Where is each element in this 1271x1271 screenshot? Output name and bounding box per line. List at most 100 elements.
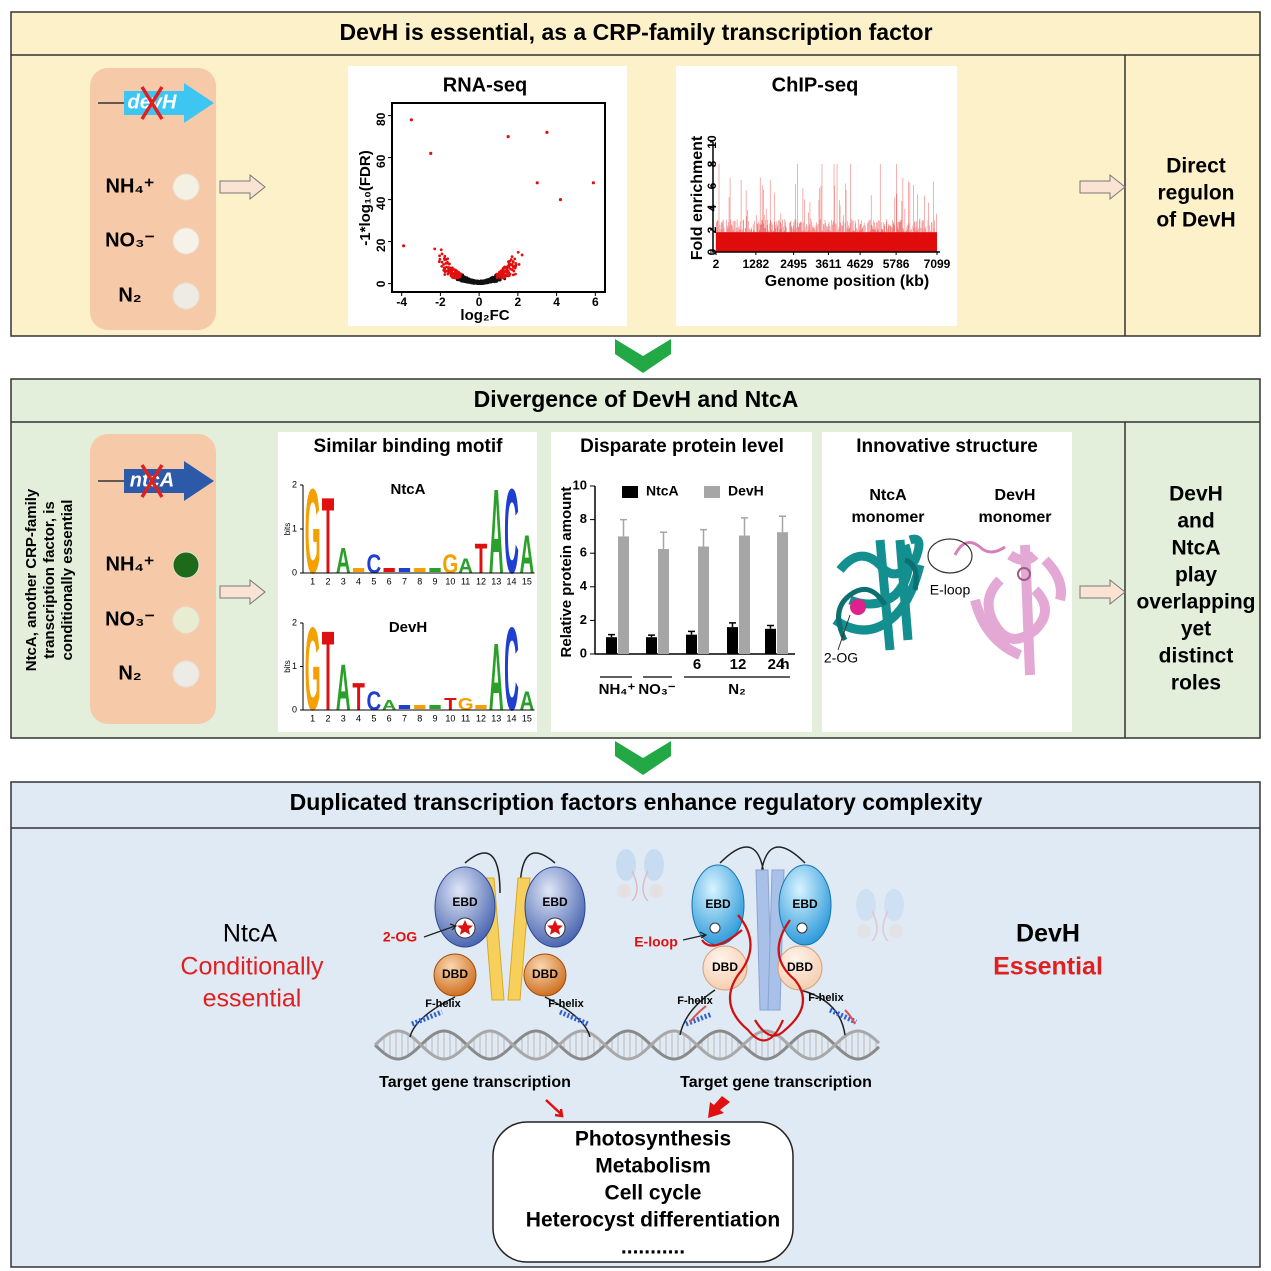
decor-point — [489, 279, 493, 283]
error-bar — [620, 518, 627, 537]
bar — [765, 628, 776, 654]
arrow — [1079, 578, 1126, 606]
decor-point — [465, 276, 469, 280]
decor-point — [498, 274, 501, 278]
side-text: conditionally essential — [59, 500, 76, 661]
x-tick-label: 7099 — [924, 257, 951, 271]
legend-label: DevH — [728, 483, 764, 499]
decor-point — [433, 247, 437, 251]
decor-point — [494, 278, 498, 282]
logo-letter: T — [322, 608, 334, 735]
logo-letter: T — [322, 474, 334, 596]
x-tick-label: 3611 — [815, 257, 841, 271]
group-label: N₂ — [728, 681, 746, 698]
y-tick-label: 10 — [705, 135, 719, 149]
decor-point — [535, 181, 539, 185]
tf-status: essential — [203, 985, 302, 1013]
logo-letter: T — [352, 675, 365, 719]
decor-point — [507, 271, 510, 274]
decor-point — [438, 254, 441, 258]
decor-point — [517, 262, 521, 266]
decor-point — [510, 255, 514, 259]
structure-ribbon — [836, 557, 919, 642]
logo-letter: C — [504, 604, 519, 736]
ebd-domain — [778, 864, 832, 946]
arrow — [1079, 173, 1126, 201]
decor-point — [459, 272, 463, 276]
error-bar — [779, 515, 786, 533]
logo-letter: C — [366, 686, 381, 716]
domain-label: EBD — [452, 895, 478, 909]
bar — [658, 549, 669, 654]
ghost-domain — [649, 884, 663, 898]
decor-point — [481, 279, 484, 283]
decor-point — [512, 264, 516, 268]
decor-stack — [352, 568, 365, 572]
outcome: Cell cycle — [605, 1182, 702, 1205]
decor-point — [514, 272, 517, 276]
pointer — [837, 614, 851, 651]
x-tick-label: 6 — [592, 295, 599, 309]
decor-point — [509, 267, 513, 271]
decor-point — [442, 263, 446, 266]
y-tick-label: 1 — [292, 523, 297, 533]
condition: N₂ — [118, 284, 141, 306]
decor-point — [501, 266, 505, 270]
y-axis-label: bits — [283, 660, 292, 672]
group-label: NO₃⁻ — [638, 681, 675, 698]
position-label: 10 — [445, 713, 455, 723]
outcome-box — [492, 1121, 794, 1263]
position-label: 14 — [507, 713, 517, 723]
plot-frame — [391, 102, 606, 293]
position-label: 2 — [325, 576, 330, 586]
position-label: 10 — [445, 576, 455, 586]
decor-point — [506, 135, 510, 139]
pointer — [682, 931, 708, 941]
y-tick-label: 0 — [292, 704, 297, 714]
logo-name: DevH — [389, 619, 427, 636]
helix-label: F-helix — [425, 998, 461, 1010]
decor-point — [514, 262, 518, 265]
side-text: transcription factor, is — [41, 501, 58, 659]
logo-letter: A — [489, 624, 504, 730]
ghost-loop — [871, 910, 889, 942]
monomer-label: monomer — [979, 509, 1052, 526]
decor-point — [439, 248, 443, 252]
position-label: 7 — [402, 576, 407, 586]
bar — [646, 637, 657, 654]
y-tick-label: 4 — [580, 578, 588, 593]
x-tick-label: 24 — [768, 656, 785, 673]
decor-point — [511, 260, 515, 264]
decor-point — [511, 273, 515, 277]
loop-label: E-loop — [634, 934, 678, 950]
decor-point — [507, 274, 511, 277]
structure-ribbon — [953, 541, 1006, 556]
bar — [698, 546, 709, 654]
logo-letter: G — [458, 695, 474, 715]
condition: NH₄⁺ — [106, 553, 155, 575]
knockout-x — [140, 464, 164, 498]
colony — [172, 227, 200, 255]
dna-strand — [373, 1029, 881, 1061]
y-tick-label: 0 — [292, 567, 297, 577]
outcome: Metabolism — [595, 1155, 711, 1178]
tf-status: Essential — [993, 953, 1103, 981]
decor-point — [460, 275, 464, 279]
error-bar — [648, 634, 655, 638]
pocket — [709, 922, 721, 934]
condition: NH₄⁺ — [106, 175, 155, 197]
structure-ribbon — [1017, 567, 1031, 581]
x-tick-label: 4 — [553, 295, 560, 309]
ghost-protein — [856, 889, 904, 942]
plot-box — [348, 66, 627, 326]
decor-point — [409, 118, 413, 122]
domain-label: DBD — [712, 960, 738, 974]
result-text: distinct — [1159, 645, 1234, 668]
decor-point — [455, 269, 458, 273]
outcome: Photosynthesis — [575, 1128, 731, 1151]
chevron — [615, 741, 671, 775]
x-tick-label: 2 — [713, 257, 720, 271]
helix — [507, 877, 531, 1001]
